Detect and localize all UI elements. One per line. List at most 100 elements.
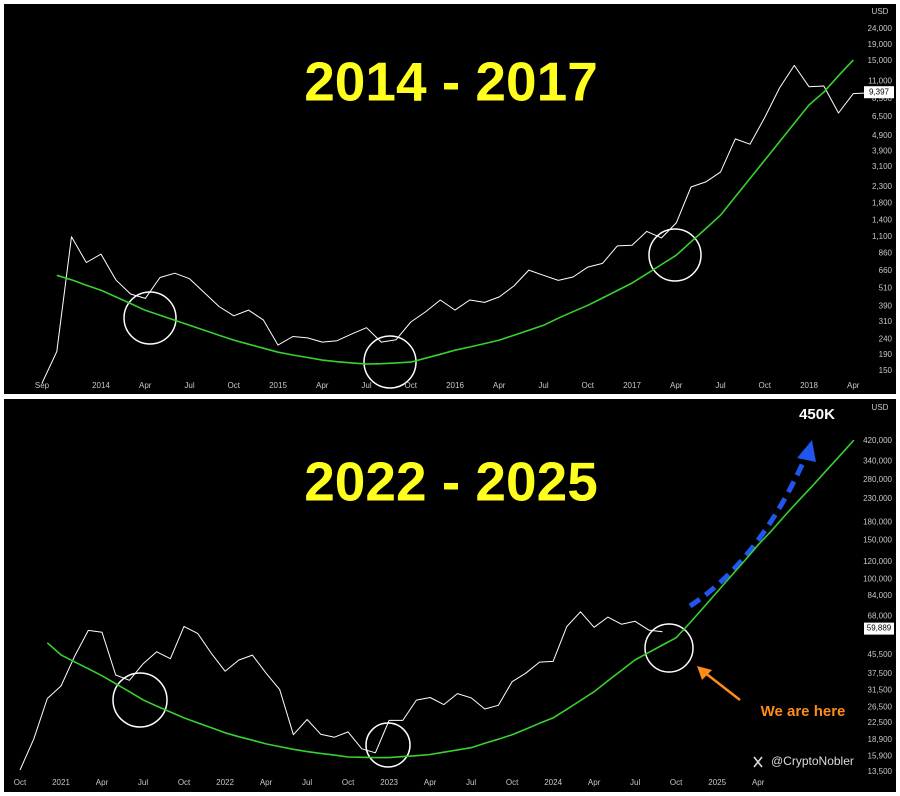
x-tick-label: Apr	[670, 381, 683, 390]
x-tick-label: Oct	[582, 381, 595, 390]
x-tick-label: Jul	[184, 381, 194, 390]
y-tick-label: 11,000	[868, 77, 892, 86]
x-tick-label: 2017	[623, 381, 641, 390]
y-tick-label: 4,900	[872, 131, 893, 140]
x-tick-label: 2023	[380, 778, 398, 787]
y-tick-label: 13,500	[868, 767, 893, 776]
pointer-arrow	[703, 671, 741, 701]
highlight-circle	[644, 623, 694, 673]
x-tick-label: Oct	[670, 778, 683, 787]
x-tick-label: Sep	[35, 381, 50, 390]
y-tick-label: 1,800	[872, 199, 893, 208]
y-tick-label: 15,000	[868, 56, 893, 65]
x-tick-label: Apr	[847, 381, 860, 390]
last-price-label: 9,397	[869, 87, 890, 96]
y-tick-label: 150,000	[863, 535, 892, 544]
y-tick-label: 3,900	[872, 147, 893, 156]
x-tick-label: Jul	[138, 778, 148, 787]
y-tick-label: 230,000	[863, 494, 892, 503]
x-tick-label: Oct	[178, 778, 191, 787]
y-tick-label: 2,300	[872, 182, 893, 191]
price-line	[41, 64, 869, 384]
x-tick-label: Oct	[342, 778, 355, 787]
y-tick-label: 510	[879, 284, 893, 293]
x-tick-label: Apr	[588, 778, 601, 787]
y-tick-label: 660	[879, 266, 893, 275]
y-tick-label: 26,500	[868, 702, 893, 711]
highlight-circle	[112, 672, 168, 728]
x-tick-label: Apr	[752, 778, 765, 787]
x-tick-label: 2018	[800, 381, 818, 390]
y-tick-label: 68,000	[868, 611, 893, 620]
price-line	[19, 611, 663, 771]
y-tick-label: 310	[879, 317, 893, 326]
y-tick-label: 120,000	[863, 557, 892, 566]
x-tick-label: Oct	[228, 381, 241, 390]
y-tick-label: 280,000	[863, 475, 892, 484]
x-tick-label: Jul	[302, 778, 312, 787]
x-tick-label: Oct	[506, 778, 519, 787]
y-tick-label: 84,000	[868, 591, 893, 600]
bottom-panel	[4, 399, 896, 792]
x-tick-label: Jul	[630, 778, 640, 787]
y-tick-label: 340,000	[863, 456, 892, 465]
x-tick-label: Apr	[493, 381, 506, 390]
target-label: 450K	[799, 406, 835, 423]
last-price-box	[864, 622, 894, 635]
x-tick-label: Jul	[538, 381, 548, 390]
y-axis-unit: USD	[872, 403, 889, 412]
panel-title: 2022 - 2025	[304, 451, 598, 513]
last-price-box	[864, 86, 894, 99]
highlight-circle	[363, 335, 417, 389]
x-tick-label: Jul	[361, 381, 371, 390]
last-price-label: 59,889	[867, 624, 892, 633]
trend-curve	[56, 59, 854, 365]
top-panel	[4, 4, 896, 394]
y-tick-label: 22,500	[868, 718, 893, 727]
note-label: We are here	[761, 703, 846, 720]
y-tick-label: 860	[879, 248, 893, 257]
x-logo	[753, 756, 763, 768]
x-tick-label: Apr	[139, 381, 152, 390]
y-tick-label: 1,100	[872, 232, 893, 241]
projection-arrow	[688, 454, 809, 609]
trend-curve	[46, 439, 855, 759]
x-tick-label: 2025	[708, 778, 726, 787]
x-tick-label: Oct	[14, 778, 27, 787]
y-tick-label: 100,000	[863, 574, 892, 583]
y-tick-label: 150	[879, 366, 893, 375]
y-tick-label: 1,400	[872, 216, 893, 225]
x-tick-label: 2024	[544, 778, 562, 787]
y-tick-label: 15,900	[868, 751, 893, 760]
y-tick-label: 390	[879, 302, 893, 311]
projection-arrow-head	[797, 440, 816, 462]
y-tick-label: 190	[879, 350, 893, 359]
x-tick-label: 2021	[52, 778, 70, 787]
y-tick-label: 8,500	[872, 94, 893, 103]
credit: @CryptoNobler	[771, 754, 854, 768]
pointer-arrow-head	[697, 666, 712, 680]
y-tick-label: 31,500	[868, 686, 893, 695]
x-tick-label: Oct	[405, 381, 418, 390]
y-tick-label: 45,500	[868, 650, 893, 659]
y-tick-label: 240	[879, 334, 893, 343]
x-tick-label: Jul	[466, 778, 476, 787]
y-tick-label: 37,500	[868, 669, 893, 678]
x-tick-label: Apr	[424, 778, 437, 787]
x-tick-label: Apr	[260, 778, 273, 787]
y-tick-label: 6,500	[872, 112, 893, 121]
x-tick-label: Apr	[316, 381, 329, 390]
x-tick-label: 2015	[269, 381, 287, 390]
y-tick-label: 420,000	[863, 436, 892, 445]
y-axis-unit: USD	[872, 7, 889, 16]
y-tick-label: 19,000	[868, 40, 893, 49]
x-tick-label: Jul	[715, 381, 725, 390]
y-tick-label: 18,900	[868, 735, 893, 744]
x-tick-label: Apr	[96, 778, 109, 787]
y-tick-label: 3,100	[872, 162, 893, 171]
x-tick-label: 2022	[216, 778, 234, 787]
x-tick-label: Oct	[759, 381, 772, 390]
x-tick-label: 2014	[92, 381, 110, 390]
x-tick-label: 2016	[446, 381, 464, 390]
